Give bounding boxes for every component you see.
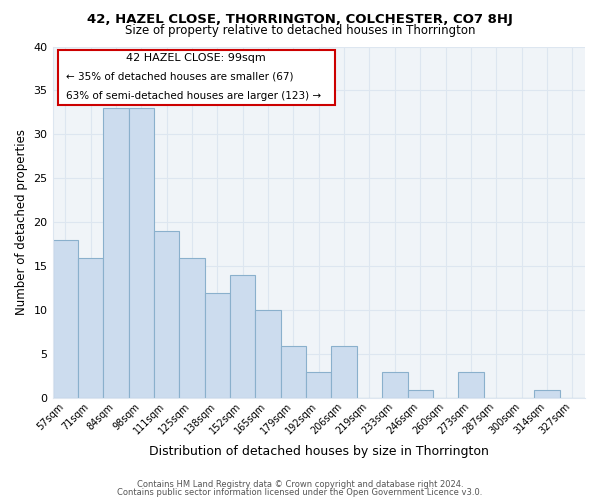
Bar: [458, 372, 484, 398]
Y-axis label: Number of detached properties: Number of detached properties: [15, 130, 28, 316]
X-axis label: Distribution of detached houses by size in Thorrington: Distribution of detached houses by size …: [149, 444, 489, 458]
Text: 63% of semi-detached houses are larger (123) →: 63% of semi-detached houses are larger (…: [66, 92, 321, 102]
Bar: [306, 372, 331, 398]
Bar: [256, 310, 281, 398]
Bar: [230, 276, 256, 398]
Bar: [53, 240, 78, 398]
Text: Contains public sector information licensed under the Open Government Licence v3: Contains public sector information licen…: [118, 488, 482, 497]
Bar: [78, 258, 103, 398]
Bar: [407, 390, 433, 398]
Bar: [281, 346, 306, 399]
Bar: [534, 390, 560, 398]
Text: Size of property relative to detached houses in Thorrington: Size of property relative to detached ho…: [125, 24, 475, 37]
Bar: [128, 108, 154, 399]
Bar: [331, 346, 357, 399]
Bar: [154, 232, 179, 398]
Bar: [179, 258, 205, 398]
Bar: [205, 293, 230, 399]
Text: 42 HAZEL CLOSE: 99sqm: 42 HAZEL CLOSE: 99sqm: [127, 53, 266, 63]
Text: 42, HAZEL CLOSE, THORRINGTON, COLCHESTER, CO7 8HJ: 42, HAZEL CLOSE, THORRINGTON, COLCHESTER…: [87, 12, 513, 26]
Text: Contains HM Land Registry data © Crown copyright and database right 2024.: Contains HM Land Registry data © Crown c…: [137, 480, 463, 489]
Bar: [382, 372, 407, 398]
Text: ← 35% of detached houses are smaller (67): ← 35% of detached houses are smaller (67…: [66, 71, 293, 81]
FancyBboxPatch shape: [58, 50, 335, 104]
Bar: [103, 108, 128, 399]
